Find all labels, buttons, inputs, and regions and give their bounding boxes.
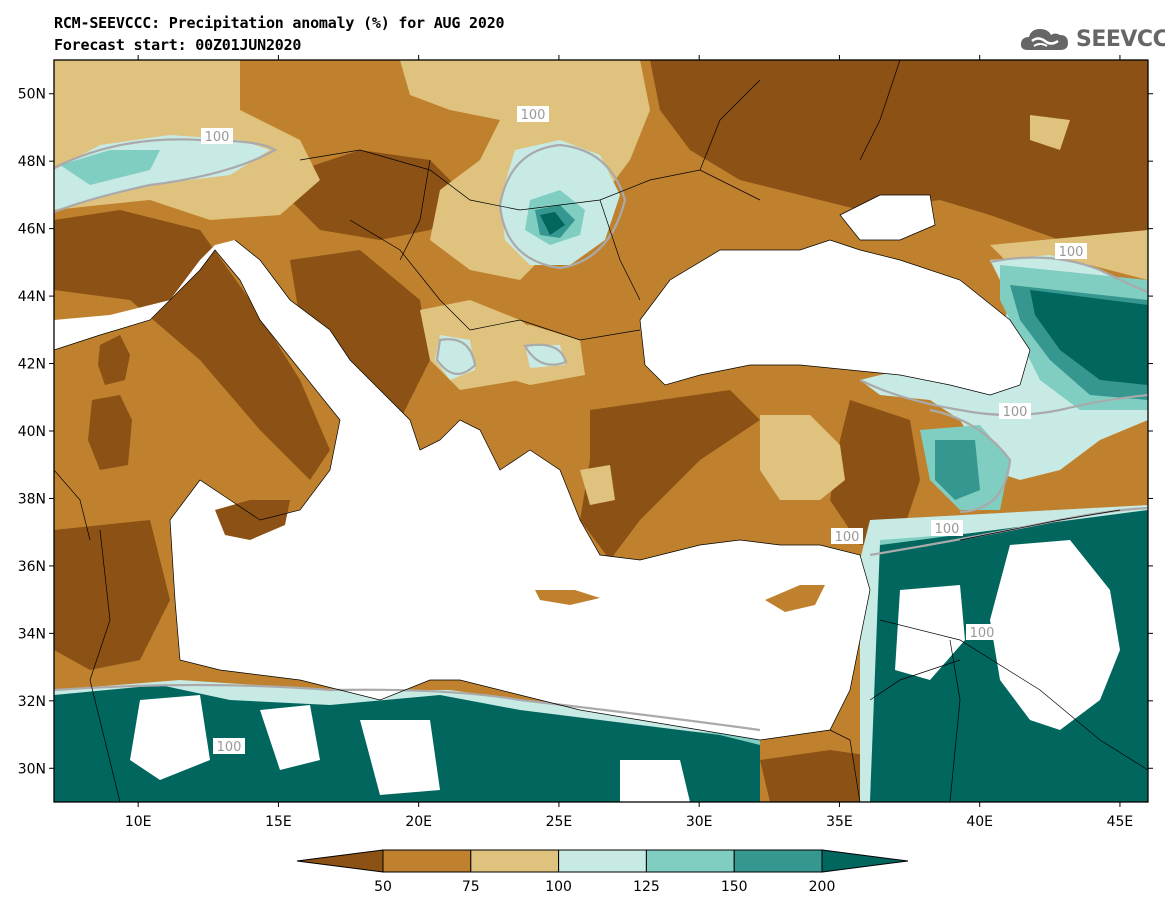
colorbar-tick-labels: 50 75 100 125 150 200 xyxy=(374,879,835,895)
lat-tick-label: 30N xyxy=(18,761,46,777)
lon-tick-label: 20E xyxy=(405,814,432,830)
lon-tick-label: 15E xyxy=(265,814,292,830)
seevccc-logo: SEEVCCC xyxy=(1018,22,1165,56)
forecast-start: Forecast start: 00Z01JUN2020 xyxy=(54,36,302,54)
colorbar-box xyxy=(645,849,735,873)
svg-text:100: 100 xyxy=(1003,405,1028,420)
colorbar-box xyxy=(558,849,647,873)
band-below-50 xyxy=(54,60,1148,802)
contour-label: 100 xyxy=(966,624,998,641)
lat-tick-label: 34N xyxy=(18,626,46,642)
lat-tick-labels: 50N 48N 46N 44N 42N 40N 38N 36N 34N 32N 30N xyxy=(18,87,46,778)
colorbar-tick-label: 125 xyxy=(633,879,660,895)
svg-text:100: 100 xyxy=(205,130,230,145)
lat-tick-label: 38N xyxy=(18,491,46,507)
islands xyxy=(88,335,825,612)
cloud-icon xyxy=(1020,29,1068,50)
colorbar-low-arrow xyxy=(296,849,384,873)
contour-label: 100 xyxy=(201,128,233,145)
contour-label: 100 xyxy=(831,528,863,545)
colorbar-tick-label: 75 xyxy=(462,879,480,895)
contour-label: 100 xyxy=(999,403,1031,420)
svg-text:100: 100 xyxy=(935,522,960,537)
lon-tick-label: 45E xyxy=(1107,814,1134,830)
sea xyxy=(54,195,1030,740)
colorbar-high-arrow xyxy=(821,849,909,873)
lat-tick-label: 40N xyxy=(18,424,46,440)
svg-text:100: 100 xyxy=(217,740,242,755)
svg-text:100: 100 xyxy=(1059,245,1084,260)
lon-tick-label: 35E xyxy=(826,814,853,830)
lon-tick-label: 30E xyxy=(686,814,713,830)
lat-tick-label: 46N xyxy=(18,222,46,238)
lat-tick-label: 42N xyxy=(18,357,46,373)
map-title: RCM-SEEVCCC: Precipitation anomaly (%) f… xyxy=(54,14,505,32)
svg-text:100: 100 xyxy=(835,530,860,545)
colorbar-box xyxy=(470,849,560,873)
contour-label: 100 xyxy=(517,106,549,123)
svg-text:100: 100 xyxy=(970,626,995,641)
colorbar-box xyxy=(382,849,472,873)
lat-tick-label: 32N xyxy=(18,694,46,710)
lat-tick-label: 36N xyxy=(18,559,46,575)
colorbar-tick-label: 150 xyxy=(721,879,748,895)
axis-ticks xyxy=(49,55,1153,807)
svg-text:100: 100 xyxy=(521,108,546,123)
colorbar-tick-label: 100 xyxy=(545,879,572,895)
colorbar-tick-label: 50 xyxy=(374,879,392,895)
contour-label: 100 xyxy=(1055,243,1087,260)
lat-tick-label: 48N xyxy=(18,154,46,170)
anomaly-field xyxy=(54,60,1148,802)
colorbar-tick-label: 200 xyxy=(809,879,836,895)
lon-tick-label: 25E xyxy=(546,814,573,830)
lon-tick-label: 10E xyxy=(125,814,152,830)
coastlines-borders xyxy=(54,60,1148,802)
colorbar xyxy=(296,849,909,873)
contour-label: 100 xyxy=(213,738,245,755)
contour-label: 100 xyxy=(931,520,963,537)
colorbar-box xyxy=(733,849,823,873)
lat-tick-label: 44N xyxy=(18,289,46,305)
lon-tick-label: 40E xyxy=(966,814,993,830)
logo-text: SEEVCCC xyxy=(1076,26,1165,52)
lat-tick-label: 50N xyxy=(18,87,46,103)
contour-labels: 100 100 100 100 100 100 100 100 xyxy=(201,106,1087,755)
lon-tick-labels: 10E 15E 20E 25E 30E 35E 40E 45E xyxy=(125,814,1133,830)
